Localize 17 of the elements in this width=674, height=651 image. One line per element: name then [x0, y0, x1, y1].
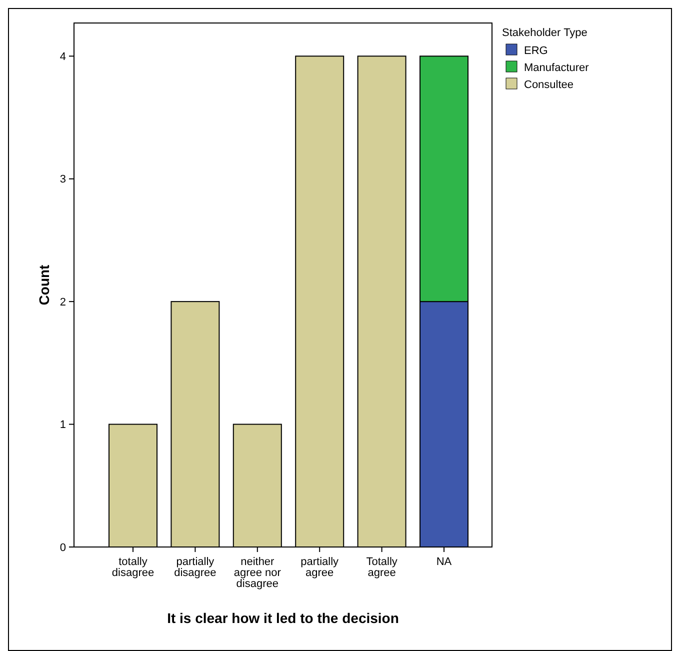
y-tick-label: 3	[60, 174, 66, 186]
y-tick-label: 1	[60, 419, 66, 432]
legend-label: Consultee	[524, 79, 574, 91]
legend-title: Stakeholder Type	[502, 27, 588, 39]
x-tick-label: totally disagree	[112, 556, 154, 579]
x-tick-label: NA	[436, 556, 452, 568]
x-tick-label: partially disagree	[174, 556, 216, 579]
x-tick-label: Totally agree	[366, 556, 398, 579]
x-tick-label: partially agree	[300, 556, 340, 579]
x-axis-title: It is clear how it led to the decision	[167, 610, 399, 626]
legend-label: Manufacturer	[524, 62, 590, 74]
x-tick-label: neither agree nor disagree	[234, 556, 282, 590]
y-tick-label: 2	[60, 296, 66, 308]
y-tick-label: 0	[60, 542, 66, 554]
y-tick-label: 4	[60, 50, 66, 63]
legend-label: ERG	[524, 45, 548, 57]
y-axis-title: Count	[36, 264, 52, 306]
